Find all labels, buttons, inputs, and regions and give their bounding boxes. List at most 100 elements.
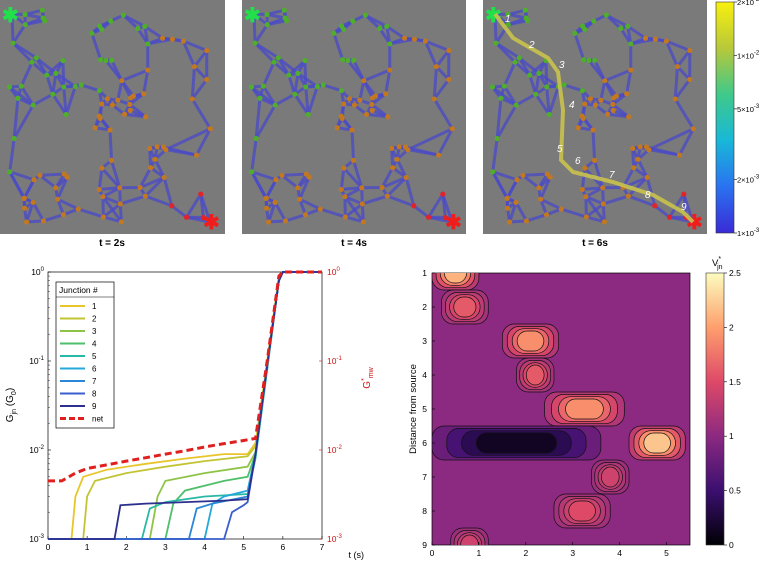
drain-star-icon: ✱ [445, 212, 462, 234]
network-edge [8, 171, 26, 200]
network-edge [339, 167, 346, 190]
network-node [543, 212, 550, 218]
path-junction-label: 4 [569, 100, 575, 111]
network-edge [678, 128, 695, 156]
path-junction-label: 6 [575, 156, 581, 167]
network-edge [90, 32, 103, 61]
network-node [193, 152, 200, 158]
colorbar-tick-label: 1×10-3 [737, 228, 760, 238]
network-node [127, 101, 133, 108]
network-edge [587, 59, 606, 82]
network-node [275, 55, 281, 61]
network-panel-3: ✱✱ 1 2 3 4 5 6 7 8 9 t = 6s [483, 0, 707, 249]
network-node [385, 114, 391, 120]
network-node [635, 156, 641, 162]
network-node [598, 97, 604, 103]
network-node [513, 199, 519, 205]
heatmap-contour [475, 432, 557, 454]
network-node [207, 219, 213, 225]
network-edge [611, 92, 628, 106]
network-node [143, 114, 149, 120]
network-edge [437, 128, 454, 156]
network-edge [537, 173, 549, 189]
heatmap-contour [565, 398, 604, 420]
network-node [115, 97, 121, 103]
network-edge [298, 198, 307, 216]
network-edge [281, 174, 299, 189]
network-edge [273, 201, 287, 222]
heatmap-contour [525, 364, 545, 386]
network-node [249, 169, 255, 175]
heatmap-y-tick-label: 5 [422, 404, 427, 414]
network-node [98, 57, 104, 63]
network-node [626, 114, 632, 120]
network-node [29, 59, 35, 65]
network-edge [102, 186, 121, 199]
network-node [295, 185, 301, 191]
heatmap-colorbar-ticks: 0 0.5 1 1.5 2 2.5 [724, 268, 741, 550]
path-junction-label: 1 [505, 14, 511, 25]
network-edge [80, 83, 100, 93]
network-edge [605, 13, 629, 28]
source-star-icon: ✱ [485, 5, 502, 27]
network-node [107, 127, 113, 133]
legend-label: 6 [92, 365, 97, 374]
network-node [631, 165, 637, 171]
series-line-net [48, 270, 322, 483]
network-node [109, 102, 116, 108]
panel-background [0, 0, 225, 234]
network-edge [364, 13, 388, 28]
network-node [11, 135, 17, 142]
network-node [302, 58, 308, 64]
network-edge [361, 194, 388, 206]
heatmap-contour [568, 500, 596, 522]
network-graph: ✱✱ [2, 5, 220, 234]
network-edge [424, 39, 450, 52]
network-edge [360, 187, 364, 204]
network-edge [389, 37, 415, 46]
network-edge [24, 8, 43, 16]
network-edge [404, 177, 416, 207]
network-node [183, 214, 190, 220]
network-node [512, 59, 518, 65]
network-node [303, 84, 309, 90]
path-junction-label: 2 [528, 40, 535, 51]
network-edge [673, 66, 679, 100]
network-node [350, 18, 356, 24]
network-node [154, 144, 160, 150]
network-edge [56, 197, 79, 211]
heatmap-y-tick-label: 1 [422, 268, 427, 278]
network-node [676, 152, 683, 158]
network-node [628, 41, 634, 47]
network-node [624, 91, 630, 97]
network-edge [128, 92, 145, 106]
network-edge [507, 8, 526, 16]
network-edge [190, 66, 196, 100]
network-edge [370, 103, 389, 118]
network-edge [424, 40, 438, 68]
network-node [286, 72, 292, 78]
network-edge [261, 61, 276, 87]
network-edge [296, 72, 308, 88]
network-edge [11, 12, 27, 26]
network-node [266, 219, 272, 225]
network-node [18, 83, 24, 89]
network-edge [51, 93, 68, 116]
network-edge [304, 207, 321, 217]
network-edge [100, 167, 121, 189]
network-edge [24, 16, 44, 27]
network-edge [585, 215, 605, 224]
network-edge [522, 172, 548, 177]
network-node [591, 157, 598, 163]
network-node [514, 177, 520, 183]
network-edge [343, 195, 365, 223]
network-node [643, 144, 650, 150]
network-node [7, 169, 13, 175]
network-node [351, 57, 357, 63]
heatmap-contour [600, 466, 620, 488]
network-edge [344, 215, 364, 224]
network-edge [264, 179, 278, 200]
network-edge [495, 104, 518, 140]
network-node [120, 12, 126, 18]
